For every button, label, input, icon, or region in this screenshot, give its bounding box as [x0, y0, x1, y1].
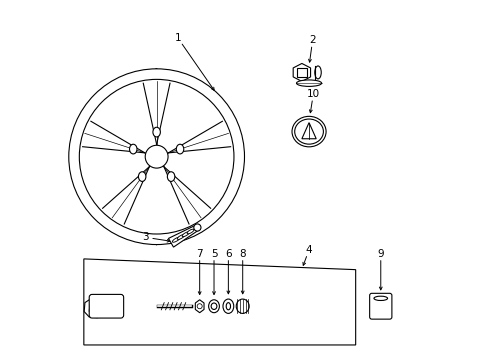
Ellipse shape: [291, 116, 325, 147]
Ellipse shape: [177, 234, 184, 239]
Text: 7: 7: [196, 248, 203, 258]
Ellipse shape: [113, 72, 180, 241]
Ellipse shape: [153, 127, 160, 137]
Ellipse shape: [129, 144, 137, 154]
Polygon shape: [297, 68, 306, 77]
Polygon shape: [84, 299, 101, 318]
Ellipse shape: [296, 80, 321, 86]
Ellipse shape: [138, 172, 145, 181]
Ellipse shape: [314, 66, 321, 79]
Text: 10: 10: [306, 89, 319, 99]
Ellipse shape: [182, 232, 189, 237]
Ellipse shape: [211, 303, 217, 310]
FancyBboxPatch shape: [369, 293, 391, 319]
Circle shape: [193, 224, 201, 231]
Ellipse shape: [294, 119, 323, 144]
Polygon shape: [301, 123, 316, 139]
Circle shape: [197, 304, 202, 309]
Text: 8: 8: [239, 248, 245, 258]
Ellipse shape: [223, 299, 233, 314]
Polygon shape: [195, 300, 203, 313]
Ellipse shape: [167, 172, 175, 181]
Ellipse shape: [236, 299, 249, 314]
Ellipse shape: [208, 300, 219, 313]
Ellipse shape: [108, 74, 175, 239]
Text: 1: 1: [175, 33, 181, 43]
Text: 9: 9: [377, 248, 383, 258]
Text: 3: 3: [142, 232, 149, 242]
Circle shape: [69, 69, 244, 244]
Ellipse shape: [172, 237, 180, 242]
Ellipse shape: [226, 303, 230, 310]
Circle shape: [145, 145, 168, 168]
Text: 2: 2: [309, 35, 315, 45]
Text: 4: 4: [305, 245, 312, 255]
Polygon shape: [293, 63, 310, 81]
Text: 5: 5: [210, 248, 217, 258]
Polygon shape: [83, 259, 355, 345]
FancyBboxPatch shape: [89, 294, 123, 318]
Ellipse shape: [187, 229, 194, 234]
Polygon shape: [168, 225, 199, 247]
Ellipse shape: [373, 296, 387, 301]
Text: 6: 6: [224, 248, 231, 258]
Ellipse shape: [103, 76, 170, 238]
Ellipse shape: [176, 144, 183, 154]
